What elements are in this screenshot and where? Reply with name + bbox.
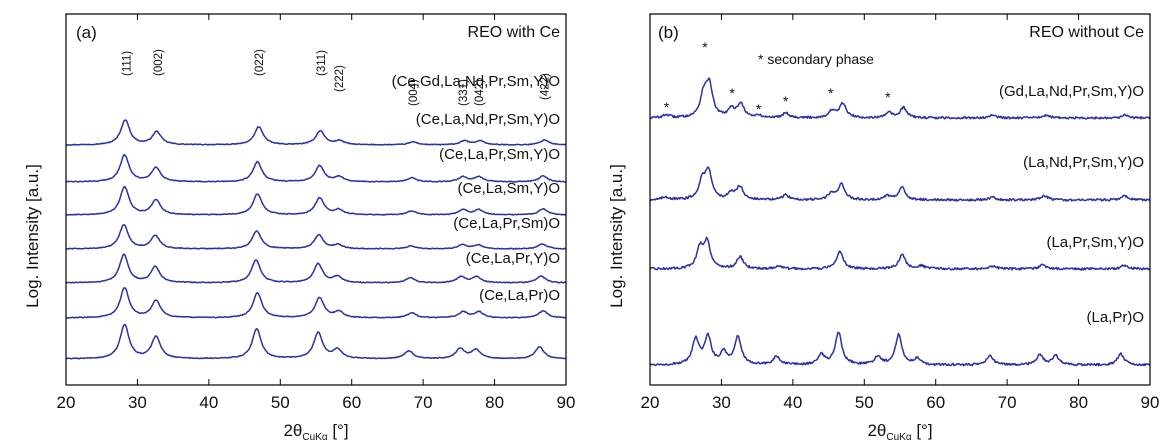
x-tick-label: 40 (783, 393, 802, 412)
series-label-gd-la-nd-pr-sm-y-o: (Gd,La,Nd,Pr,Sm,Y)O (999, 83, 1144, 100)
panel-a-plot-area: (Ce,Gd,La,Nd,Pr,Sm,Y)O (Ce,La,Nd,Pr,Sm,Y)… (65, 49, 567, 360)
x-tick-label: 60 (342, 393, 361, 412)
panel-b-x-axis-label: 2θCuKα [°] (867, 421, 932, 442)
series-line-gd-la-nd-pr-sm-y-o (650, 77, 1151, 120)
series-label-ce-la-pr-y-o: (Ce,La,Pr,Y)O (466, 250, 560, 267)
series-line-ce-la-pr-sm-o (65, 253, 566, 284)
x-tick-label: 30 (712, 393, 731, 412)
x-tick-label: 40 (199, 393, 218, 412)
series-label-ce-gd-la-nd-pr-sm-y-o: (Ce,Gd,La,Nd,Pr,Sm,Y)O (392, 73, 560, 90)
series-line-ce-la-pr-o (65, 323, 566, 360)
panel-b-tag: (b) (658, 23, 679, 42)
series-label-la-pr-sm-y-o: (La,Pr,Sm,Y)O (1046, 234, 1144, 251)
series-label-ce-la-nd-pr-sm-y-o: (Ce,La,Nd,Pr,Sm,Y)O (416, 111, 560, 128)
x-tick-label: 50 (271, 393, 290, 412)
series-line-la-pr-o (649, 331, 1151, 367)
peak-label-222: (222) (334, 65, 346, 92)
x-tick-label: 70 (414, 393, 433, 412)
x-tick-label: 90 (557, 393, 576, 412)
peak-label-331: (331) (458, 79, 470, 106)
series-line-ce-la-nd-pr-sm-y-o (65, 154, 567, 183)
series-label-ce-la-pr-o: (Ce,La,Pr)O (479, 287, 560, 304)
peak-label-002: (002) (153, 49, 165, 76)
x-tick-label: 60 (926, 393, 945, 412)
series-label-ce-la-pr-sm-y-o: (Ce,La,Pr,Sm,Y)O (439, 146, 560, 163)
panel-a-frame (65, 13, 567, 386)
x-tick-label: 20 (57, 393, 76, 412)
panel-b-y-axis-label: Log. Intensity [a.u.] (607, 164, 626, 308)
peak-label-042: (042) (474, 79, 486, 106)
series-line-ce-la-sm-y-o (65, 224, 567, 250)
peak-label-111: (111) (122, 51, 134, 76)
panel-b-title: REO without Ce (1029, 24, 1144, 41)
peak-label-311: (311) (316, 50, 328, 76)
panel-b-secondary-phase-note: * secondary phase (758, 51, 874, 67)
x-tick-label: 50 (855, 393, 874, 412)
peak-label-022: (022) (254, 49, 266, 76)
x-tick-label: 80 (485, 393, 504, 412)
secondary-phase-marker: * (729, 85, 735, 101)
panel-b-x-axis: 20 30 40 50 60 70 80 90 (641, 14, 1160, 412)
secondary-phase-marker: * (885, 89, 891, 105)
secondary-phase-marker: * (664, 99, 670, 115)
series-line-ce-la-pr-sm-y-o (65, 185, 566, 216)
x-tick-label: 30 (128, 393, 147, 412)
x-tick-label: 70 (998, 393, 1017, 412)
panel-a-x-axis: 20 30 40 50 60 70 80 90 (57, 14, 576, 412)
peak-label-004: (004) (408, 79, 420, 106)
secondary-phase-marker: * (783, 93, 789, 109)
panel-b-plot-area: (Gd,La,Nd,Pr,Sm,Y)O (La,Nd,Pr,Sm,Y)O (La,P… (649, 39, 1151, 367)
panel-a-tag: (a) (76, 23, 97, 42)
series-label-ce-la-pr-sm-o: (Ce,La,Pr,Sm)O (453, 215, 560, 232)
series-line-ce-gd-la-nd-pr-sm-y-o (65, 119, 566, 146)
series-line-ce-la-pr-y-o (65, 287, 567, 319)
series-label-la-nd-pr-sm-y-o: (La,Nd,Pr,Sm,Y)O (1023, 154, 1144, 171)
panel-b: Log. Intensity [a.u.] (Gd,La,Nd,Pr,Sm,Y)… (607, 13, 1160, 442)
peak-label-422: (422) (540, 73, 552, 100)
x-tick-label: 20 (641, 393, 660, 412)
x-tick-label: 80 (1069, 393, 1088, 412)
series-line-la-pr-sm-y-o (649, 236, 1151, 271)
x-tick-label: 90 (1141, 393, 1160, 412)
panel-a-x-axis-label: 2θCuKα [°] (283, 421, 348, 442)
panel-a: Log. Intensity [a.u.] (Ce,Gd,La,Nd,Pr,Sm… (23, 13, 576, 442)
secondary-phase-marker: * (828, 85, 834, 101)
secondary-phase-marker: * (702, 39, 708, 55)
panel-b-frame (649, 13, 1151, 386)
secondary-phase-marker: * (756, 101, 762, 117)
series-label-ce-la-sm-y-o: (Ce,La,Sm,Y)O (457, 180, 560, 197)
series-line-la-nd-pr-sm-y-o (649, 166, 1151, 202)
panel-a-y-axis-label: Log. Intensity [a.u.] (23, 164, 42, 308)
series-label-la-pr-o: (La,Pr)O (1086, 309, 1144, 326)
panel-a-title: REO with Ce (468, 24, 561, 41)
